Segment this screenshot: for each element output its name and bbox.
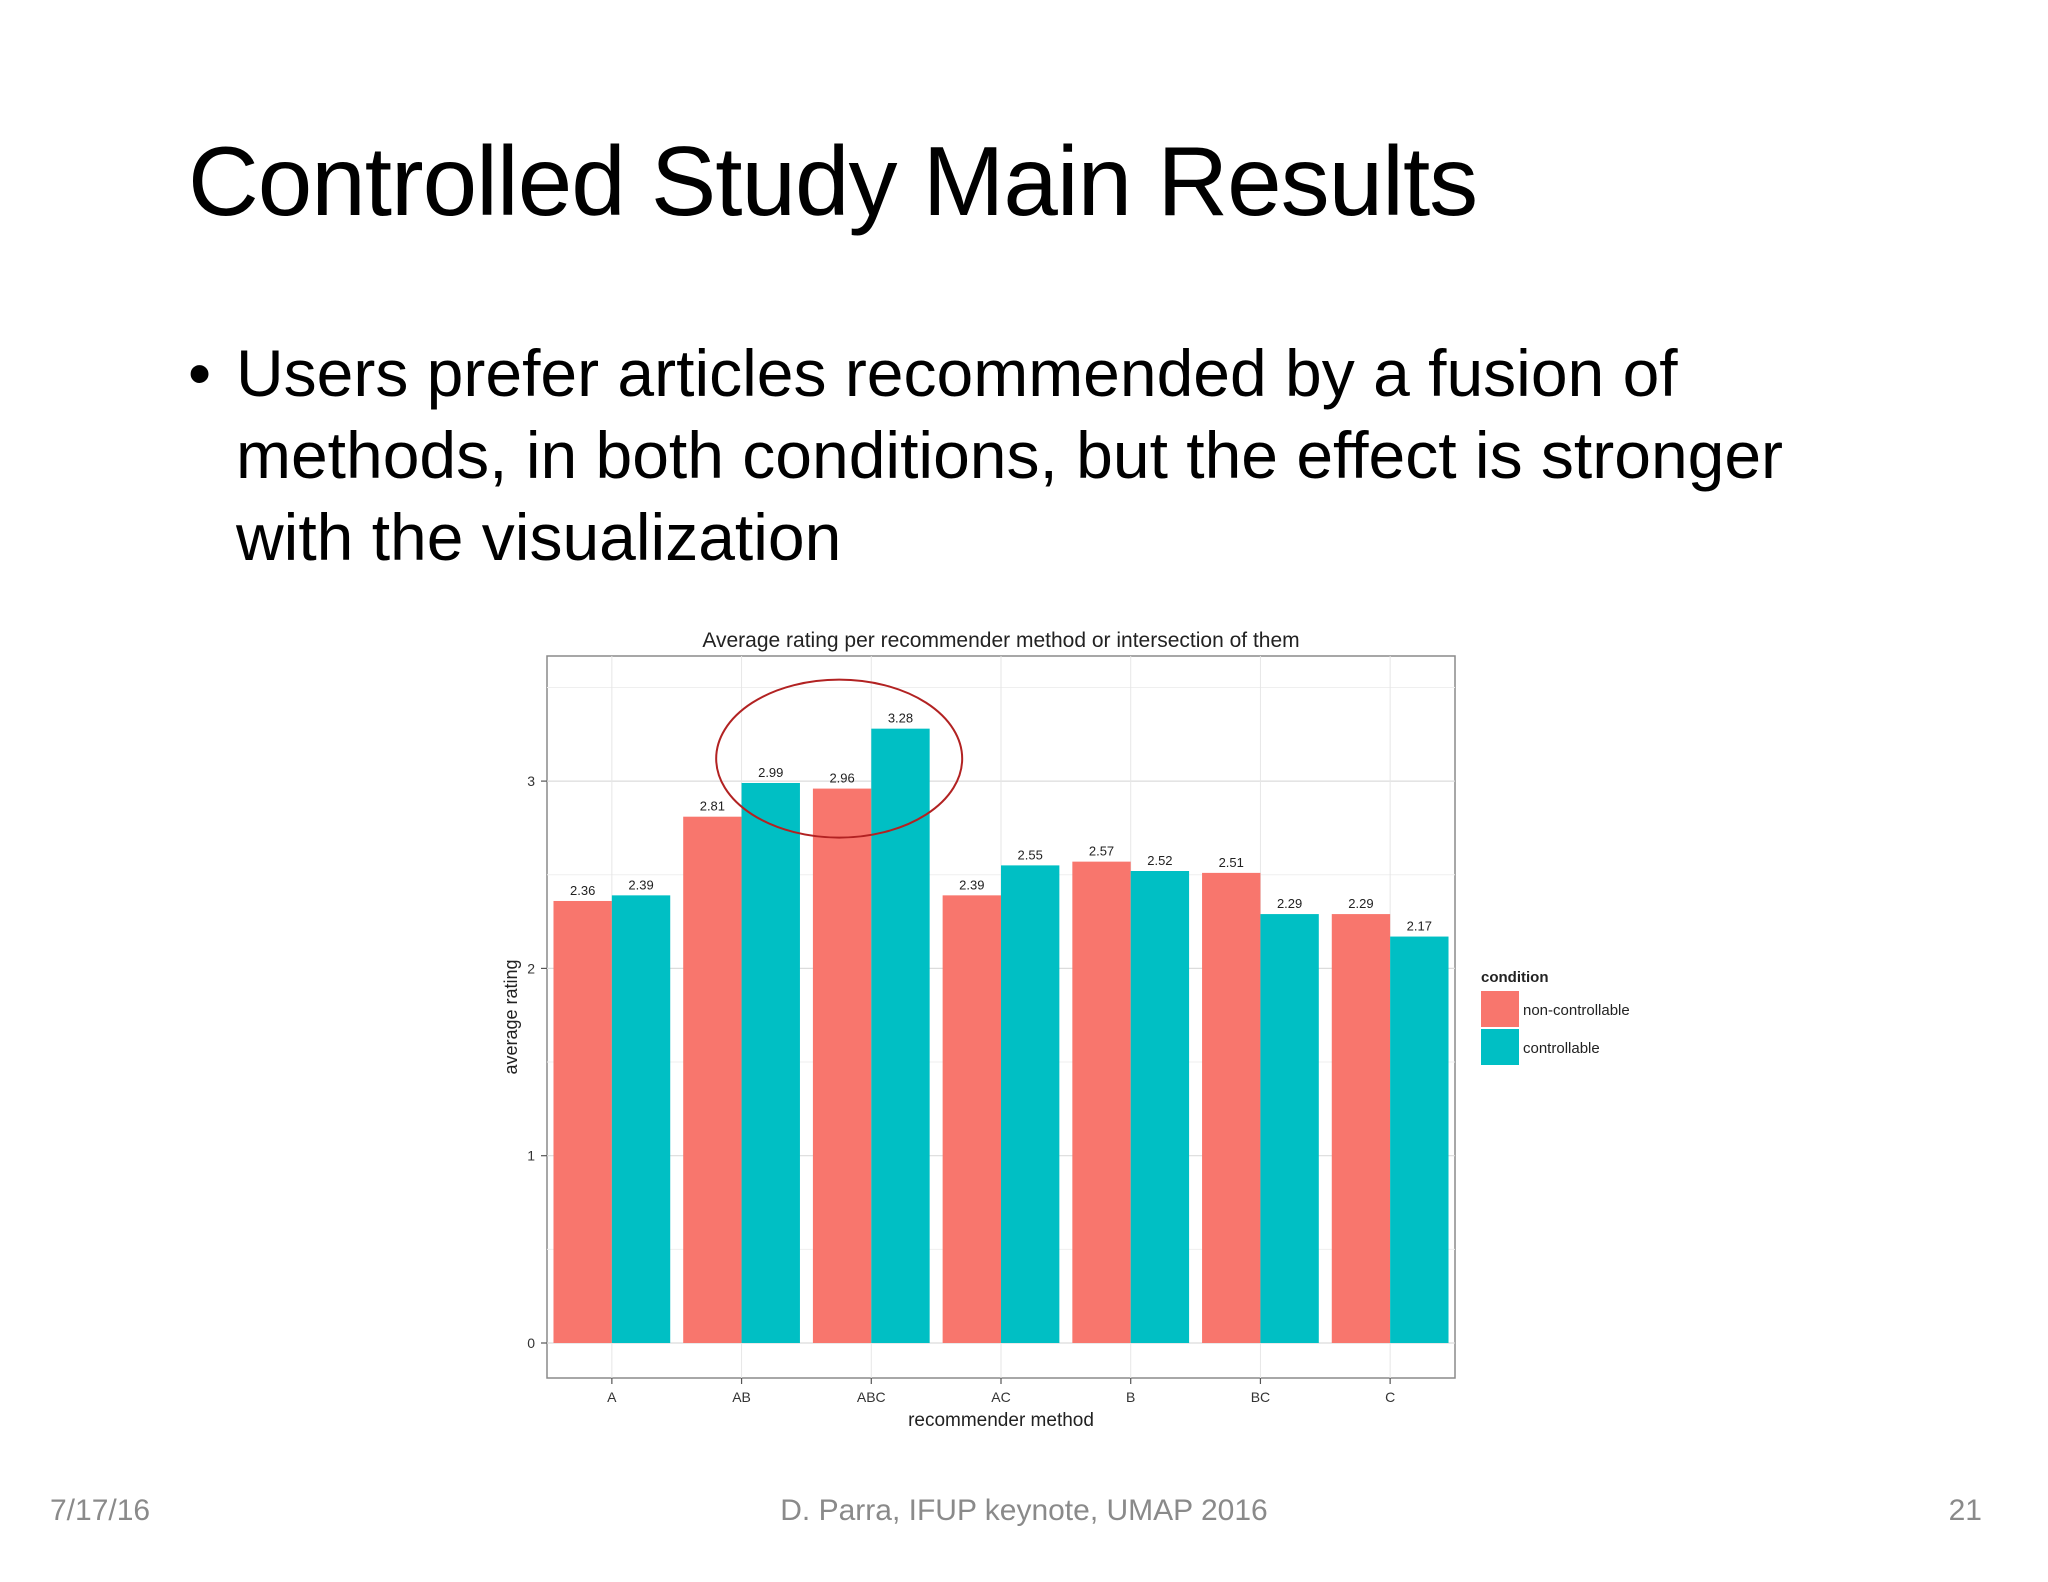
bar-controllable-A [611,895,671,1343]
x-tick-label: BC [1251,1389,1270,1405]
data-label: 2.17 [1407,919,1432,934]
bar-controllable-B [1130,871,1190,1343]
data-label: 2.39 [959,877,984,892]
x-tick-label: C [1385,1389,1395,1405]
bar-non-controllable-C [1331,914,1391,1343]
data-label: 2.36 [570,883,595,898]
legend-label-non-controllable: non-controllable [1523,1002,1630,1019]
x-tick-label: B [1126,1389,1135,1405]
x-tick-label: AB [732,1389,751,1405]
bar-controllable-C [1390,936,1449,1343]
legend-swatch-controllable [1481,1029,1519,1065]
y-tick-label: 0 [527,1335,535,1351]
chart-data-labels: 2.36 2.81 2.96 2.39 2.57 2.51 2.29 2.39 2.99 3.28… [570,711,1432,934]
data-label: 2.39 [628,877,653,892]
legend-label-controllable: controllable [1523,1040,1600,1057]
data-label: 2.29 [1348,896,1373,911]
chart-ticks: 0 1 2 3 A AB ABC AC B BC C [527,773,1395,1405]
data-label: 2.55 [1018,847,1043,862]
x-tick-label: AC [991,1389,1010,1405]
footer-presenter: D. Parra, IFUP keynote, UMAP 2016 [780,1494,1268,1527]
chart-annotation [715,678,964,839]
data-label: 2.99 [758,765,783,780]
data-label: 2.52 [1147,853,1172,868]
chart-x-axis-label: recommender method [908,1410,1094,1431]
slide-title: Controlled Study Main Results [188,126,1478,236]
bar-non-controllable-B [1072,861,1131,1343]
data-label: 2.96 [829,771,854,786]
bar-controllable-ABC [871,728,930,1343]
chart-title: Average rating per recommender method or… [702,629,1299,652]
bar-chart: 2.36 2.81 2.96 2.39 2.57 2.51 2.29 2.39 2.99 3.28… [495,620,1675,1450]
bar-non-controllable-AC [942,895,1001,1343]
bar-controllable-BC [1260,914,1319,1343]
data-label: 2.57 [1089,844,1114,859]
legend-swatch-non-controllable [1481,991,1519,1027]
y-tick-label: 1 [527,1148,535,1164]
y-tick-label: 2 [527,960,535,976]
bar-non-controllable-AB [683,816,742,1343]
bullet-text: Users prefer articles recommended by a f… [236,336,1784,574]
bullet-dot: • [188,336,212,410]
data-label: 2.29 [1277,896,1302,911]
data-label: 2.51 [1219,855,1244,870]
chart-svg: 2.36 2.81 2.96 2.39 2.57 2.51 2.29 2.39 2.99 3.28… [501,629,1630,1431]
chart-legend: condition non-controllable controllable [1481,969,1630,1065]
footer-date: 7/17/16 [50,1494,151,1527]
legend-title: condition [1481,969,1549,986]
chart-y-axis-label: average rating [501,959,521,1074]
bullet-item: • Users prefer articles recommended by a… [188,332,1888,578]
data-label: 3.28 [888,711,913,726]
x-tick-label: A [607,1389,617,1405]
y-tick-label: 3 [527,773,535,789]
footer-page-number: 21 [1948,1494,1982,1527]
highlight-ellipse [715,678,964,839]
chart-bars [553,728,1449,1343]
bar-controllable-AB [741,782,800,1343]
bar-non-controllable-A [553,900,612,1343]
bar-non-controllable-BC [1202,872,1261,1343]
data-label: 2.81 [700,799,725,814]
bar-controllable-AC [1001,865,1060,1343]
bullet-list: • Users prefer articles recommended by a… [188,332,1888,578]
x-tick-label: ABC [857,1389,886,1405]
bar-non-controllable-ABC [812,788,872,1343]
